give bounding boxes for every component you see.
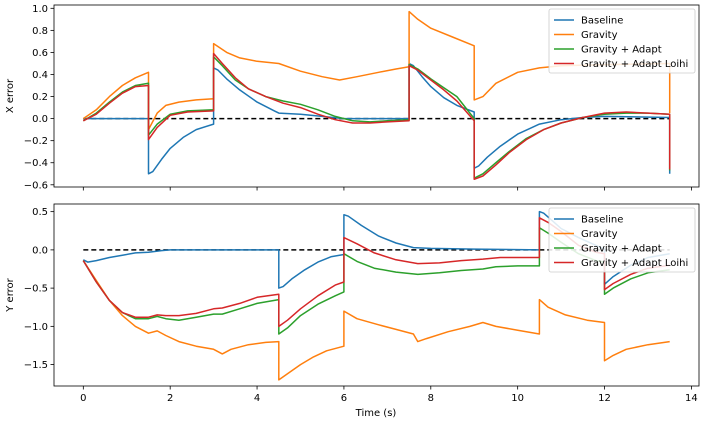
legend-label: Gravity + Adapt [581,244,662,255]
legend-label: Baseline [581,16,623,27]
x-tick-label: 4 [254,393,260,404]
x-tick-label: 8 [428,393,434,404]
series-line-gravity [82,260,670,381]
plot-frame [53,4,700,188]
y-tick-label: −0.6 [24,180,48,191]
x-tick-label: 10 [511,393,524,404]
plot-frame [53,203,700,387]
x-tick-label: 0 [80,393,86,404]
legend-label: Gravity [581,30,618,41]
legend-label: Baseline [581,215,623,226]
y-tick-label: 0.5 [32,207,48,218]
legend-label: Gravity + Adapt Loihi [581,59,688,70]
y-tick-label: 0.2 [32,92,48,103]
y-tick-label: −0.5 [24,284,48,295]
y-tick-label: 0.4 [32,70,48,81]
y-axis-label: X error [5,78,16,113]
series-line-gravity-adapt-loihi [82,52,671,181]
legend-box [548,8,696,74]
legend-box [548,207,696,273]
y-tick-label: −0.4 [24,158,48,169]
y-tick-label: 1.0 [32,4,48,15]
x-error-plot: −0.6 −0.4 −0.2 0.0 0.2 0.4 0.6 0.8 1.0 X error Bas… [5,4,700,191]
y-tick-label: 0.8 [32,26,48,37]
y-tick-label: 0.0 [32,245,48,256]
y-tick-label: 0.6 [32,48,48,59]
x-tick-label: 14 [685,393,698,404]
y-error-plot: 0 2 4 6 8 10 12 14 −1.5 −1.0 −0.5 0.0 0.5 Y error Base… [5,203,700,404]
x-tick-label: 2 [167,393,173,404]
x-tick-label: 6 [341,393,347,404]
legend-label: Gravity + Adapt [581,45,662,56]
y-tick-label: −1.0 [24,322,48,333]
series-line-baseline [83,62,671,175]
legend-label: Gravity [581,229,618,240]
x-tick-label: 12 [598,393,611,404]
series-line-gravity [82,10,671,131]
legend-label: Gravity + Adapt Loihi [581,258,688,269]
y-tick-label: −0.2 [24,136,48,147]
x-axis-label: Time (s) [355,408,397,419]
y-tick-label: −1.5 [24,360,48,371]
y-tick-label: 0.0 [32,114,48,125]
y-axis-label: Y error [5,277,16,312]
